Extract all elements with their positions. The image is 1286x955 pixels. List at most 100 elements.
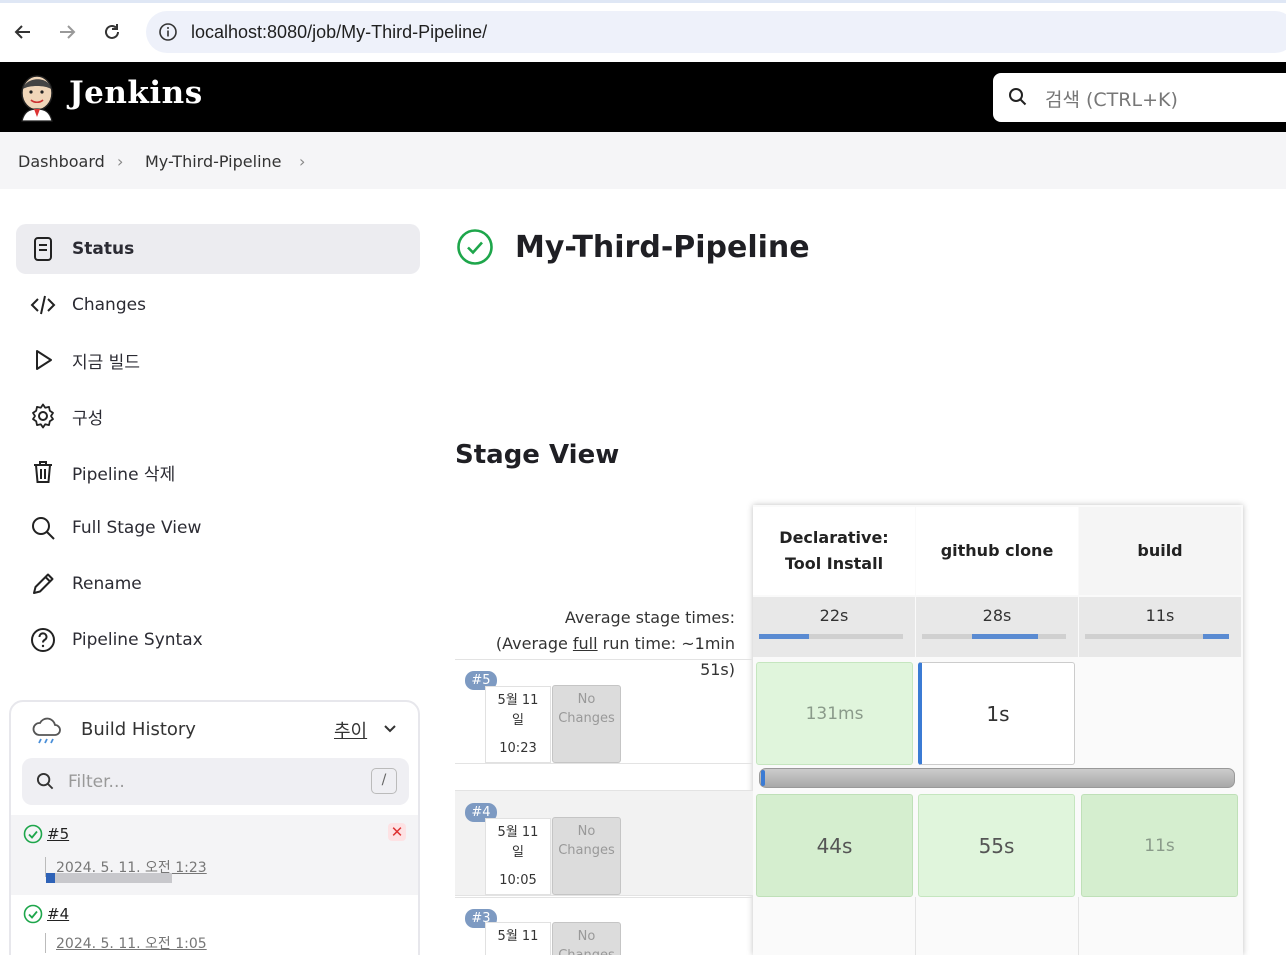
sidebar-item-pipeline-syntax[interactable]: Pipeline Syntax bbox=[16, 615, 420, 665]
run-changes: No Changes bbox=[552, 685, 621, 763]
stage-view-title: Stage View bbox=[455, 440, 620, 470]
sidebar-item-build-now[interactable]: 지금 빌드 bbox=[16, 335, 420, 385]
help-icon bbox=[31, 628, 55, 652]
changes-text: No bbox=[577, 824, 596, 839]
success-check-icon bbox=[23, 824, 43, 844]
full-run-link[interactable]: full bbox=[572, 634, 598, 653]
stage-header-tool-install: Declarative: Tool Install bbox=[753, 507, 915, 595]
run-date-text: 5월 11 bbox=[497, 825, 539, 840]
search-icon bbox=[1009, 88, 1027, 106]
url-text[interactable]: localhost:8080/job/My-Third-Pipeline/ bbox=[191, 22, 488, 42]
success-status-icon bbox=[457, 229, 493, 265]
sidebar-item-status[interactable]: Status bbox=[16, 224, 420, 274]
success-check-icon bbox=[23, 904, 43, 924]
run-date-text: 5월 11 bbox=[497, 929, 539, 944]
stage-avg-value: 11s bbox=[1145, 606, 1175, 625]
run-changes: No Changes bbox=[552, 922, 621, 955]
stage-avg-time: 28s bbox=[916, 597, 1078, 657]
stage-avg-time: 22s bbox=[753, 597, 915, 657]
sidebar-item-label: Status bbox=[72, 239, 135, 259]
stage-cell[interactable]: 131ms bbox=[756, 662, 913, 765]
stage-avg-value: 22s bbox=[819, 606, 849, 625]
build-date-link[interactable]: 2024. 5. 11. 오전 1:05 bbox=[45, 933, 207, 953]
stage-avg-time: 11s bbox=[1079, 597, 1241, 657]
build-history-title: Build History bbox=[81, 719, 196, 740]
run-date: 5월 11 일 10:05 bbox=[485, 818, 551, 895]
info-icon[interactable] bbox=[158, 22, 178, 42]
build-row[interactable]: #5 ✕ 2024. 5. 11. 오전 1:23 bbox=[11, 815, 418, 895]
breadcrumb-dashboard[interactable]: Dashboard bbox=[18, 152, 105, 171]
stage-run-row: #4 5월 11 일 10:05 No Changes bbox=[455, 790, 753, 896]
jenkins-logo-icon[interactable] bbox=[16, 71, 58, 125]
sidebar-item-label: Full Stage View bbox=[72, 518, 202, 538]
cancel-build-button[interactable]: ✕ bbox=[388, 823, 406, 841]
run-time-text: 10:23 bbox=[499, 741, 537, 756]
avg-label-line: 51s) bbox=[700, 660, 735, 679]
sidebar-item-label: Pipeline 삭제 bbox=[72, 464, 176, 485]
run-progress-bar bbox=[759, 768, 1235, 788]
average-times-label: Average stage times: (Average full run t… bbox=[455, 605, 735, 683]
stage-cell[interactable]: 44s bbox=[756, 794, 913, 897]
build-number-link[interactable]: #4 bbox=[47, 905, 70, 923]
sidebar-item-changes[interactable]: Changes bbox=[16, 280, 420, 330]
run-date: 5월 11 일 10:23 bbox=[485, 686, 551, 763]
breadcrumb: Dashboard › My-Third-Pipeline › bbox=[0, 132, 1286, 189]
sidebar-item-rename[interactable]: Rename bbox=[16, 559, 420, 609]
stage-run-row: #3 5월 11 No Changes bbox=[455, 897, 753, 955]
build-progress-fill bbox=[46, 873, 55, 883]
sidebar-item-delete-pipeline[interactable]: Pipeline 삭제 bbox=[16, 447, 420, 497]
arrow-right-icon bbox=[60, 25, 76, 39]
status-icon bbox=[34, 237, 52, 261]
chevron-down-icon[interactable] bbox=[383, 722, 397, 736]
tab-strip bbox=[0, 0, 1286, 3]
stage-cell[interactable]: 11s bbox=[1081, 794, 1238, 897]
gear-icon bbox=[32, 403, 54, 429]
stage-name: build bbox=[1137, 541, 1183, 560]
code-icon bbox=[30, 295, 56, 315]
sidebar-item-label: Pipeline Syntax bbox=[72, 630, 203, 650]
brand-name[interactable]: Jenkins bbox=[69, 75, 203, 111]
changes-text: No bbox=[577, 929, 596, 944]
reload-icon bbox=[105, 24, 119, 39]
stage-header-github-clone: github clone bbox=[916, 507, 1078, 595]
stage-name: Tool Install bbox=[784, 554, 884, 573]
pencil-icon bbox=[33, 573, 54, 594]
build-date-link[interactable]: 2024. 5. 11. 오전 1:23 bbox=[45, 857, 207, 877]
run-progress-fill bbox=[761, 770, 765, 786]
build-progress-bar bbox=[46, 873, 172, 883]
address-bar[interactable]: localhost:8080/job/My-Third-Pipeline/ bbox=[146, 11, 1286, 53]
run-badge[interactable]: #4 bbox=[465, 803, 497, 822]
stage-header-build: build bbox=[1079, 507, 1241, 595]
stage-avg-bar-fill bbox=[1203, 634, 1229, 639]
trend-link[interactable]: 추이 bbox=[334, 721, 368, 742]
weather-rain-icon bbox=[32, 717, 61, 744]
run-date-text: 일 bbox=[512, 713, 524, 728]
stage-avg-bar bbox=[1085, 634, 1229, 639]
build-filter-input[interactable]: Filter... / bbox=[22, 758, 409, 805]
trash-icon bbox=[34, 461, 52, 483]
breadcrumb-pipeline[interactable]: My-Third-Pipeline bbox=[145, 152, 282, 171]
stage-avg-bar-fill bbox=[759, 634, 809, 639]
run-date-text: 5월 11 bbox=[497, 693, 539, 708]
browser-toolbar: localhost:8080/job/My-Third-Pipeline/ bbox=[0, 0, 1286, 62]
global-search-input[interactable]: 검색 (CTRL+K) bbox=[993, 73, 1286, 122]
forward-button[interactable] bbox=[53, 18, 81, 46]
build-number-link[interactable]: #5 bbox=[47, 825, 70, 843]
stage-avg-bar bbox=[759, 634, 903, 639]
changes-text: Changes bbox=[558, 711, 615, 726]
column-divider bbox=[915, 897, 916, 955]
changes-text: No bbox=[577, 692, 596, 707]
sidebar-item-label: 구성 bbox=[72, 408, 104, 429]
build-row[interactable]: #4 2024. 5. 11. 오전 1:05 bbox=[11, 895, 418, 955]
chevron-right-icon[interactable]: › bbox=[299, 152, 306, 171]
stage-cell-running[interactable]: 1s bbox=[918, 662, 1075, 765]
stage-cell[interactable]: 55s bbox=[918, 794, 1075, 897]
stage-avg-bar bbox=[922, 634, 1066, 639]
run-badge[interactable]: #5 bbox=[465, 671, 497, 690]
stage-avg-value: 28s bbox=[982, 606, 1012, 625]
sidebar-item-full-stage-view[interactable]: Full Stage View bbox=[16, 503, 420, 553]
back-button[interactable] bbox=[9, 18, 37, 46]
search-icon bbox=[32, 517, 55, 540]
sidebar-item-configure[interactable]: 구성 bbox=[16, 391, 420, 441]
reload-button[interactable] bbox=[98, 18, 126, 46]
